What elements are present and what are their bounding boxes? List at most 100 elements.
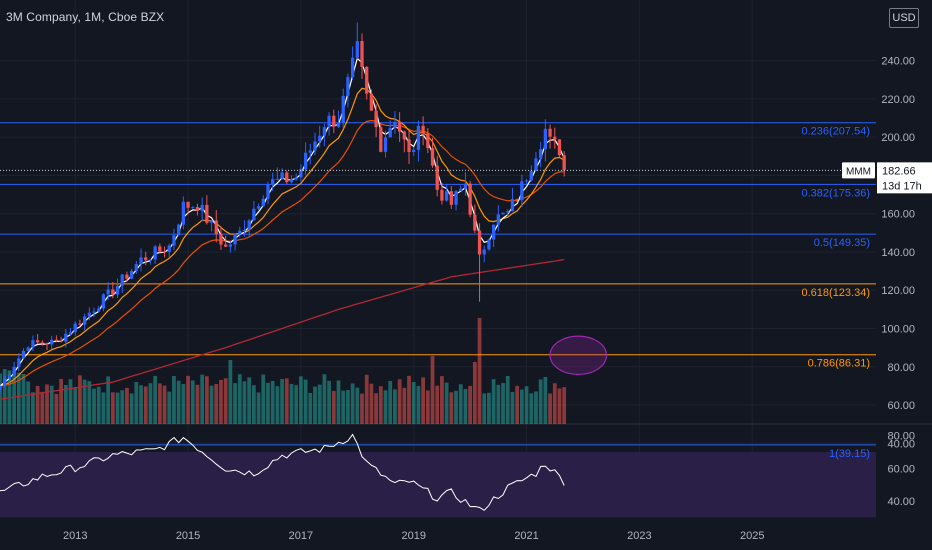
volume-bar <box>120 390 125 424</box>
candle-body <box>444 191 449 201</box>
volume-bar <box>284 378 289 424</box>
candle-body <box>529 170 533 181</box>
volume-bar <box>2 369 7 424</box>
candle-body <box>299 169 303 178</box>
volume-bar <box>388 380 393 424</box>
y-tick-label: 220.00 <box>881 94 915 106</box>
candle-body <box>153 246 157 260</box>
volume-bar <box>167 391 172 424</box>
x-tick-label: 2015 <box>176 530 200 542</box>
volume-bar <box>134 381 139 424</box>
candle-body <box>393 121 397 128</box>
candle-body <box>463 183 468 189</box>
candle-body <box>186 201 190 208</box>
volume-bar <box>190 380 195 424</box>
volume-bar <box>505 375 510 424</box>
candle-body <box>487 239 491 250</box>
candle-body <box>148 259 153 261</box>
candle-body <box>252 208 256 221</box>
candle-body <box>21 350 26 359</box>
candle-body <box>78 323 82 325</box>
volume-bar <box>256 392 261 424</box>
volume-bar <box>294 385 299 424</box>
x-tick-label: 2019 <box>401 530 425 542</box>
volume-bar <box>233 383 237 424</box>
volume-bar <box>364 374 369 424</box>
volume-bar <box>280 378 284 424</box>
candle-body <box>322 127 327 136</box>
volume-bar <box>374 393 378 424</box>
volume-bar <box>425 390 430 424</box>
volume-bar <box>548 393 552 424</box>
y-tick-label: 120.00 <box>881 285 915 297</box>
volume-bar <box>515 385 520 424</box>
volume-bar <box>125 387 129 424</box>
volume-bar <box>251 385 256 424</box>
fib-label: 0.5(149.35) <box>814 237 870 249</box>
volume-bars <box>0 318 567 424</box>
volume-bar <box>529 393 534 424</box>
candle-body <box>101 294 106 309</box>
rsi-line <box>0 433 565 511</box>
volume-bar <box>172 376 176 424</box>
fib-label: 0.236(207.54) <box>802 126 871 138</box>
candle-body <box>402 131 406 140</box>
volume-bar <box>162 385 167 424</box>
volume-bar <box>270 380 275 424</box>
candle-body <box>59 340 63 342</box>
price-badge-text: 182.66 <box>882 165 916 177</box>
candle-body <box>97 308 101 312</box>
y-tick-label: 140.00 <box>881 247 915 259</box>
volume-bar <box>430 356 435 424</box>
candle-body <box>524 180 529 182</box>
volume-bar <box>538 379 543 424</box>
volume-bar <box>31 392 35 424</box>
volume-bar <box>491 379 496 424</box>
volume-bar <box>463 388 468 424</box>
candle-body <box>459 188 463 192</box>
volume-bar <box>322 374 327 424</box>
fib-label: 1(39.15) <box>829 448 870 460</box>
volume-bar <box>346 389 350 424</box>
fib-label: 0.382(175.36) <box>802 187 871 199</box>
sma-long-line <box>0 258 565 400</box>
volume-bar <box>308 392 313 424</box>
candle-body <box>365 66 369 94</box>
candle-body <box>219 233 223 245</box>
candle-body <box>247 220 251 230</box>
symbol-badge <box>842 162 875 179</box>
volume-bar <box>524 386 529 424</box>
candle-body <box>562 155 566 171</box>
candle-body <box>125 274 129 279</box>
volume-bar <box>106 376 111 424</box>
volume-bar <box>214 384 219 424</box>
volume-bar <box>289 383 294 424</box>
volume-bar <box>96 386 101 424</box>
volume-bar <box>421 377 426 424</box>
volume-bar <box>63 384 68 424</box>
volume-bar <box>360 393 364 424</box>
rsi-tick-label: 60.00 <box>887 463 915 475</box>
target-ellipse[interactable] <box>549 335 608 376</box>
volume-bar <box>552 383 557 424</box>
candle-body <box>134 264 138 271</box>
candle-body <box>557 139 562 156</box>
volume-bar <box>148 383 153 424</box>
currency-button[interactable]: USD <box>889 8 919 28</box>
volume-bar <box>82 379 87 424</box>
candle-body <box>454 191 458 205</box>
volume-bar <box>87 381 92 424</box>
candle-body <box>275 178 280 180</box>
candle-body <box>82 316 87 325</box>
candle-body <box>510 198 515 212</box>
candle-body <box>111 289 115 295</box>
candle-body <box>162 251 167 253</box>
candle-body <box>26 347 30 351</box>
volume-bar <box>435 385 440 424</box>
candle-body <box>195 207 200 211</box>
volume-bar <box>444 382 449 424</box>
volume-bar <box>454 390 458 424</box>
y-tick-label: 200.00 <box>881 132 915 144</box>
y-tick-label: 80.00 <box>887 362 915 374</box>
